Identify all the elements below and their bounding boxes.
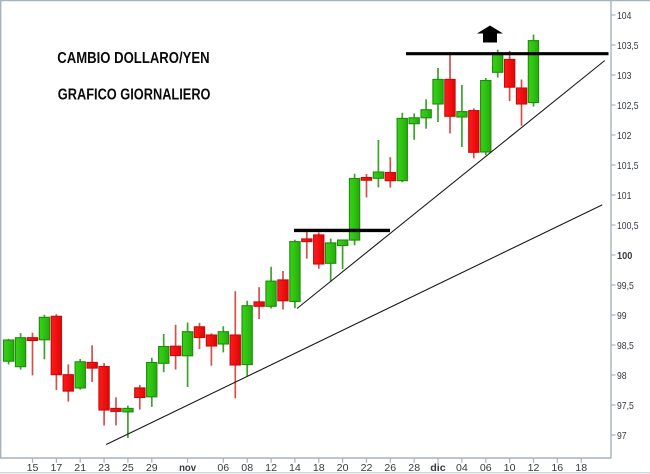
svg-text:GRAFICO GIORNALIERO: GRAFICO GIORNALIERO (58, 86, 211, 103)
svg-text:23: 23 (98, 463, 110, 474)
svg-text:103: 103 (617, 71, 632, 82)
svg-text:98,5: 98,5 (617, 341, 634, 352)
svg-text:104: 104 (617, 11, 632, 22)
svg-text:101: 101 (617, 191, 632, 202)
svg-text:101,5: 101,5 (617, 161, 639, 172)
svg-text:16: 16 (551, 463, 563, 474)
svg-text:29: 29 (146, 463, 158, 474)
svg-text:103,5: 103,5 (617, 41, 639, 52)
svg-text:06: 06 (480, 463, 492, 474)
svg-text:08: 08 (241, 463, 253, 474)
svg-text:97,5: 97,5 (617, 401, 634, 412)
svg-text:99: 99 (617, 311, 627, 322)
svg-text:100: 100 (617, 251, 632, 262)
svg-text:12: 12 (265, 463, 277, 474)
svg-text:26: 26 (384, 463, 396, 474)
svg-text:100,5: 100,5 (617, 221, 639, 232)
svg-text:06: 06 (217, 463, 229, 474)
svg-text:10: 10 (504, 463, 516, 474)
svg-text:04: 04 (456, 463, 468, 474)
svg-text:97: 97 (617, 431, 627, 442)
svg-text:25: 25 (122, 463, 134, 474)
svg-text:18: 18 (313, 463, 325, 474)
svg-text:98: 98 (617, 371, 627, 382)
svg-text:12: 12 (528, 463, 540, 474)
svg-text:dic: dic (430, 463, 446, 474)
svg-text:102,5: 102,5 (617, 101, 639, 112)
svg-text:28: 28 (408, 463, 420, 474)
svg-text:21: 21 (74, 463, 86, 474)
svg-text:20: 20 (337, 463, 349, 474)
svg-text:15: 15 (27, 463, 39, 474)
svg-text:102: 102 (617, 131, 632, 142)
svg-text:18: 18 (575, 463, 587, 474)
svg-text:14: 14 (289, 463, 301, 474)
svg-text:nov: nov (179, 463, 196, 474)
svg-text:CAMBIO DOLLARO/YEN: CAMBIO DOLLARO/YEN (57, 50, 209, 67)
svg-text:17: 17 (51, 463, 63, 474)
svg-text:22: 22 (361, 463, 373, 474)
svg-text:99,5: 99,5 (617, 281, 634, 292)
